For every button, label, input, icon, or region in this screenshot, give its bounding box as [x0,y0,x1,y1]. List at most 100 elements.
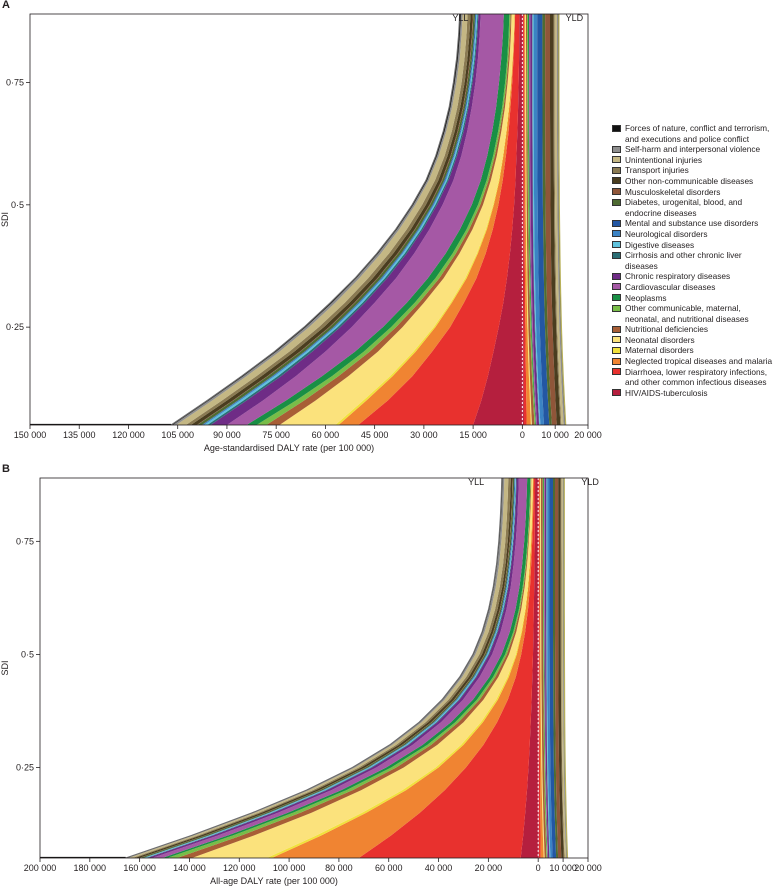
yll-band [185,14,471,425]
yll-band [358,478,536,858]
yll-outer-edge [125,478,503,858]
chart-panel-b: 200 000 180 000 160 000 140 000 120 000 100 0… [0,463,602,886]
y-axis-label: SDI [0,212,10,227]
legend-label: Musculoskeletal disorders [625,186,721,197]
yll-band [226,14,504,425]
x-tick-label: 105 000 [161,430,194,440]
x-tick-label: 45 000 [361,430,389,440]
yld-band [555,478,562,858]
x-tick-label: 40 000 [425,863,453,873]
legend-label: Diabetes, urogenital, blood, and endocri… [625,197,743,218]
x-tick-label: 140 000 [173,863,206,873]
yll-band [279,14,515,425]
legend-item: Neoplasms [612,293,774,304]
x-tick-label: 0 [536,863,541,873]
x-tick-label: 135 000 [63,430,96,440]
legend-item: Nutritional deficiencies [612,324,774,335]
y-tick-label: 0·5 [11,200,24,210]
legend-item: Mental and substance use disorders [612,218,774,229]
legend-item: Diarrhoea, lower respiratory infections,… [612,367,774,388]
yld-band [540,478,545,858]
yld-band [542,478,548,858]
x-tick-label: 20 000 [475,863,503,873]
yld-band [546,478,550,858]
legend-label: Neoplasms [625,292,667,303]
x-axis-label: All-age DALY rate (per 100 000) [210,876,338,886]
yld-band [545,478,550,858]
yld-band [526,14,535,425]
legend-label: Cardiovascular diseases [625,281,716,292]
legend-label: HIV/AIDS-tuberculosis [625,387,708,398]
legend-label: Nutritional deficiencies [625,324,709,335]
legend-item: Cirrhosis and other chronic liver diseas… [612,250,774,271]
x-tick-label: 60 000 [375,863,403,873]
yld-label: YLD [581,477,599,487]
yll-label: YLL [452,13,468,23]
yll-outer-edge [170,14,461,425]
y-tick-label: 0·75 [6,78,24,88]
x-tick-label: 20 000 [574,430,602,440]
yld-band [549,478,557,858]
panel-label: B [2,463,10,475]
legend-swatch [612,188,621,196]
yld-band [558,478,564,858]
legend-label: Digestive diseases [625,239,695,250]
yld-band [524,14,531,425]
legend-label: Transport injuries [625,165,689,176]
legend-label: Unintentional injuries [625,154,703,165]
legend-label: Diarrhoea, lower respiratory infections,… [625,366,768,388]
x-tick-label: 30 000 [410,430,438,440]
legend-label: Self-harm and interpersonal violence [625,144,761,155]
yld-label: YLD [566,13,584,23]
yld-band [545,14,557,425]
yll-band [271,478,534,858]
y-tick-label: 0·25 [6,322,24,332]
yld-band [537,14,550,425]
yld-outer-edge [558,14,567,425]
yll-band [520,478,539,858]
legend-label: Other communicable, maternal, neonatal, … [625,303,749,324]
yld-band [554,14,564,425]
legend-swatch [612,251,621,259]
legend-label: Maternal disorders [625,345,694,356]
legend-item: Neonatal disorders [612,335,774,346]
x-tick-label: 15 000 [459,430,487,440]
yld-band [562,478,568,858]
legend-item: Musculoskeletal disorders [612,187,774,198]
x-tick-label: 100 000 [273,863,306,873]
x-tick-label: 10 000 [549,863,577,873]
yld-outer-edge [563,478,569,858]
panel-label: A [2,0,10,11]
yld-band [561,478,567,858]
legend-item: Digestive diseases [612,240,774,251]
yld-band [560,478,565,858]
legend-swatch [612,124,621,132]
yld-band [553,478,559,858]
yld-band [532,14,541,425]
y-tick-label: 0·5 [21,649,34,659]
legend-label: Mental and substance use disorders [625,218,759,229]
legend-item: Maternal disorders [612,345,774,356]
legend-swatch [612,294,621,301]
stacked-area-group [40,478,569,858]
legend-label: Cirrhosis and other chronic liver diseas… [625,250,742,271]
y-tick-label: 0·25 [16,763,34,773]
yll-band [358,14,520,425]
yld-band [530,14,540,425]
yll-band [473,14,523,425]
yll-band [176,14,468,425]
x-tick-label: 180 000 [74,863,107,873]
legend-item: Cardiovascular diseases [612,282,774,293]
x-tick-label: 80 000 [325,863,353,873]
x-axis-label: Age-standardised DALY rate (per 100 000) [204,443,374,453]
legend-label: Neurological disorders [625,228,708,239]
yld-band [542,14,552,425]
legend-swatch [612,346,621,354]
legend-item: Chronic respiratory diseases [612,271,774,282]
legend-item: Diabetes, urogenital, blood, and endocri… [612,197,774,218]
x-tick-label: 20 000 [574,863,602,873]
yld-band [527,14,536,425]
yll-band [171,14,461,425]
yld-band [523,14,527,425]
